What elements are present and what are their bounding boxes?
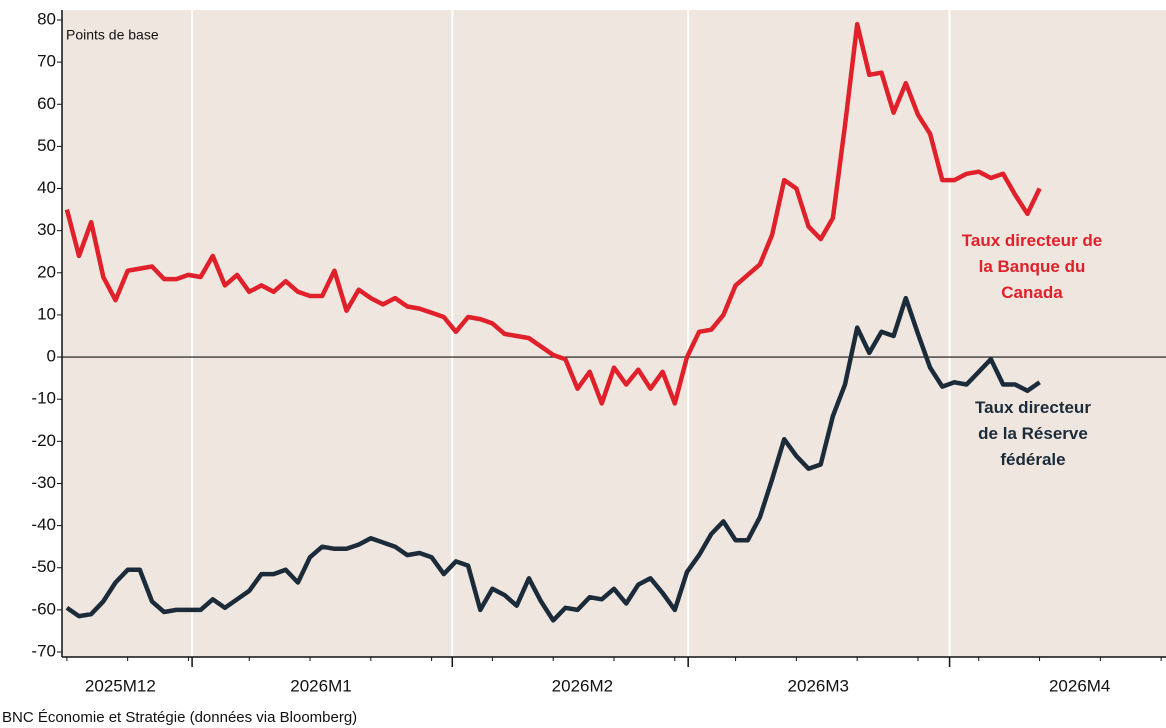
- y-tick-label: 50: [37, 136, 56, 155]
- series-label: Taux directeur de la Réserve fédérale: [975, 398, 1091, 469]
- y-tick-label: 80: [37, 9, 56, 28]
- y-tick-label: 60: [37, 94, 56, 113]
- y-tick-label: 30: [37, 220, 56, 239]
- y-tick-label: -10: [31, 389, 56, 408]
- plot-area: [62, 10, 1166, 657]
- y-tick-label: -20: [31, 431, 56, 450]
- y-tick-label: 40: [37, 178, 56, 197]
- y-tick-label: 20: [37, 262, 56, 281]
- y-tick-label: -70: [31, 641, 56, 660]
- y-tick-label: 70: [37, 52, 56, 71]
- y-tick-label: -60: [31, 599, 56, 618]
- y-tick-label: -40: [31, 515, 56, 534]
- series-line: [65, 295, 1041, 623]
- series-label: Taux directeur de la Banque du Canada: [962, 231, 1102, 302]
- x-tick-label: 2026M4: [1049, 676, 1110, 695]
- x-tick-label: 2026M3: [788, 676, 849, 695]
- source: BNC Économie et Stratégie (données via B…: [2, 709, 357, 726]
- series-line: [64, 21, 1042, 406]
- y-tick-label: 0: [47, 347, 56, 366]
- x-tick-label: 2025M12: [85, 676, 156, 695]
- x-tick-label: 2026M2: [552, 676, 613, 695]
- y-axis-label: Points de base: [66, 27, 159, 43]
- x-tick-label: 2026M1: [290, 676, 351, 695]
- y-tick-label: -50: [31, 557, 56, 576]
- y-tick-label: 10: [37, 304, 56, 323]
- y-tick-label: -30: [31, 473, 56, 492]
